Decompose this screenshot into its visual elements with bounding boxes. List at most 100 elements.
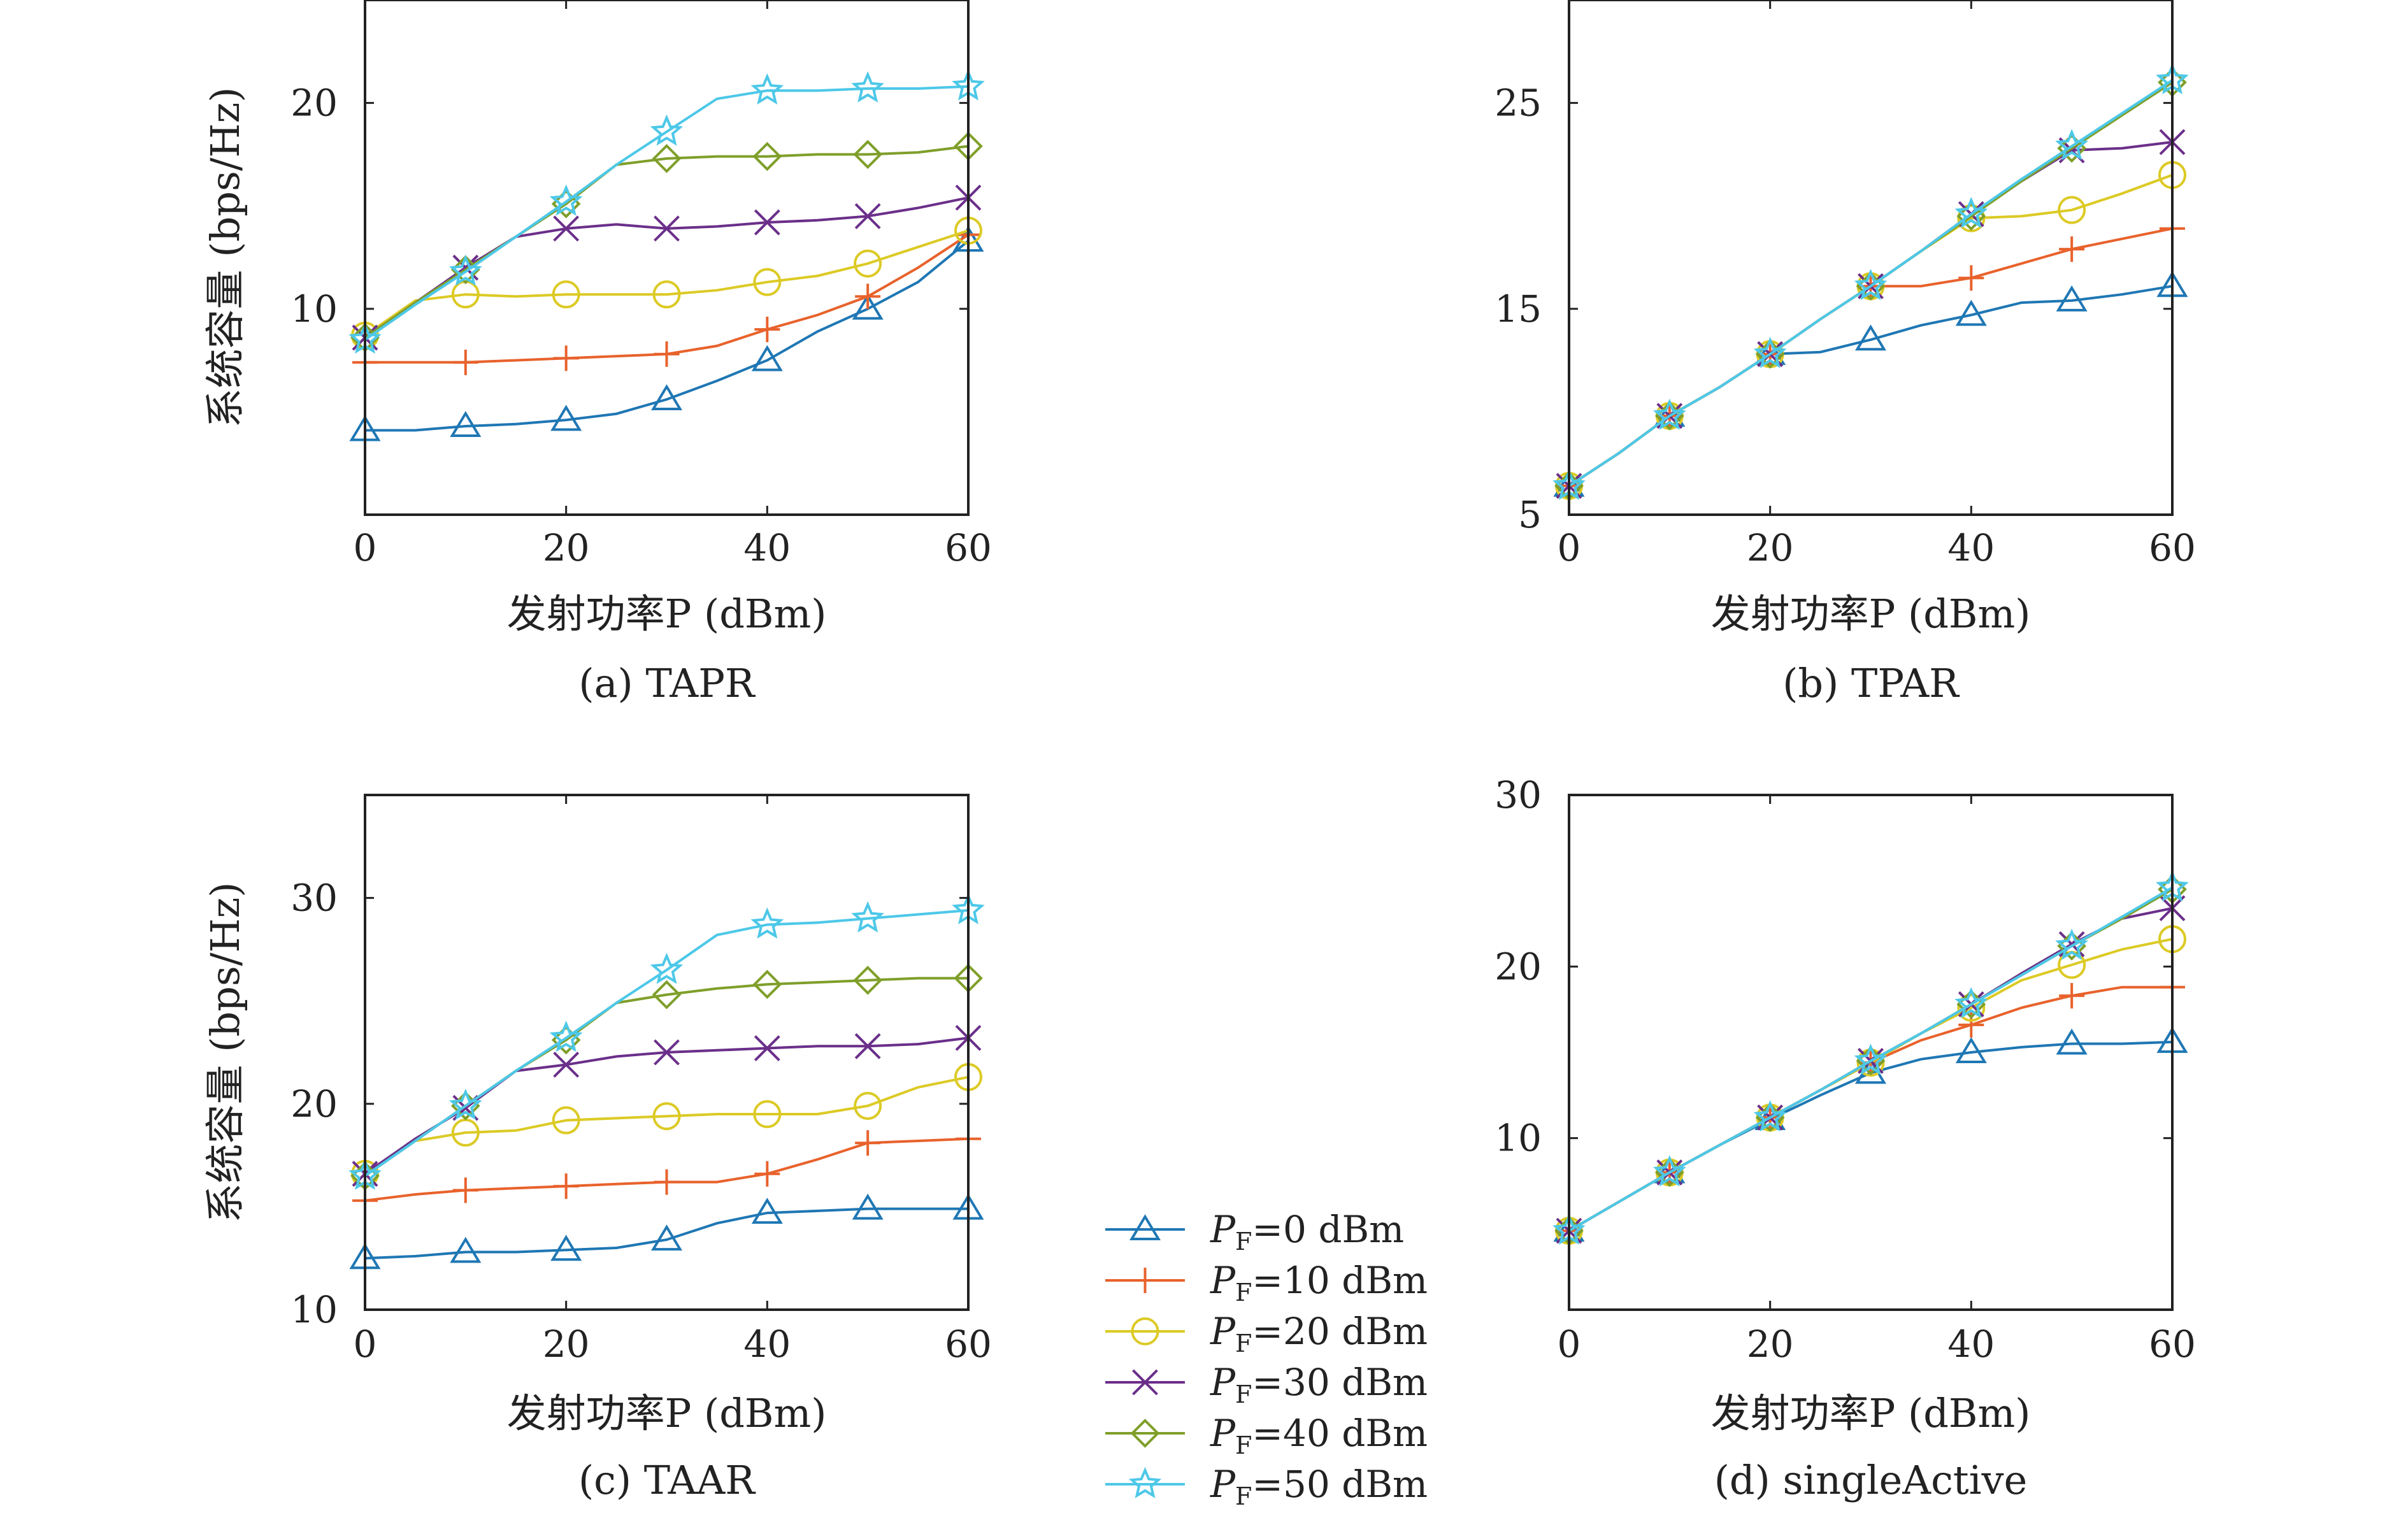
x-tick-label: 40 — [1947, 1322, 1995, 1366]
legend-item: PF=30 dBm — [1105, 1361, 1428, 1408]
x-tick-label: 20 — [543, 1322, 590, 1366]
data-point — [550, 1235, 582, 1261]
data-point — [449, 1088, 482, 1120]
data-point — [1956, 201, 1986, 231]
plot-frame — [364, 794, 970, 1311]
legend-label: PF=30 dBm — [1210, 1361, 1428, 1408]
data-point — [452, 1177, 478, 1203]
y-tick-label: 10 — [1494, 1117, 1542, 1160]
legend-marker — [1131, 1317, 1159, 1345]
panel-caption: (c) TAAR — [578, 1457, 756, 1503]
x-tick-label: 60 — [2149, 526, 2196, 569]
data-point — [652, 980, 682, 1010]
y-tick-label: 20 — [1494, 945, 1542, 988]
data-point — [553, 215, 580, 242]
data-point — [654, 1169, 680, 1195]
series-line-5 — [364, 909, 969, 1177]
data-point — [754, 209, 780, 236]
data-point — [1854, 324, 1887, 351]
data-point — [852, 1193, 884, 1220]
data-point — [854, 1033, 881, 1059]
data-point — [854, 249, 882, 278]
x-axis-label: 发射功率P (dBm) — [1711, 1390, 2031, 1436]
data-point — [650, 384, 683, 411]
data-point — [551, 1025, 581, 1055]
legend-item: PF=50 dBm — [1105, 1463, 1428, 1510]
data-point — [750, 73, 784, 105]
series-line-5 — [1568, 886, 2174, 1232]
x-tick-label: 0 — [354, 526, 377, 569]
legend-marker — [1132, 1268, 1158, 1293]
series-line-2 — [364, 1075, 969, 1175]
data-point — [753, 268, 782, 296]
data-point — [1653, 1155, 1686, 1187]
series-line-2 — [1568, 173, 2173, 487]
legend-item: PF=0 dBm — [1105, 1208, 1404, 1256]
data-point — [652, 280, 681, 309]
series-line-0 — [1568, 285, 2173, 487]
data-point — [549, 184, 583, 216]
data-point — [1653, 398, 1686, 430]
x-tick-label: 0 — [354, 1322, 377, 1366]
data-point — [552, 280, 580, 309]
data-point — [752, 970, 782, 999]
y-tick-label: 20 — [290, 1082, 338, 1126]
series-line-4 — [364, 145, 969, 339]
series-line-1 — [1568, 227, 2173, 487]
data-point — [553, 1051, 580, 1078]
legend-label: PF=10 dBm — [1210, 1259, 1428, 1307]
x-tick-label: 60 — [945, 526, 992, 569]
legend-label: PF=40 dBm — [1210, 1412, 1428, 1459]
x-axis-label: 发射功率P (dBm) — [507, 591, 827, 637]
x-tick-label: 40 — [1947, 526, 1995, 569]
data-point — [551, 189, 581, 218]
x-tick-label: 60 — [2149, 1322, 2196, 1366]
plot-frame — [1568, 0, 2174, 516]
y-tick-label: 10 — [290, 1288, 338, 1331]
data-point — [754, 1035, 780, 1061]
data-point — [1954, 196, 1988, 229]
x-tick-label: 0 — [1558, 1322, 1581, 1366]
panel-caption: (b) TPAR — [1782, 660, 1960, 706]
data-point — [751, 1198, 783, 1224]
data-point — [1957, 993, 1986, 1022]
data-point — [855, 1130, 881, 1156]
data-point — [754, 1161, 780, 1187]
data-point — [450, 1236, 482, 1263]
data-point — [2055, 928, 2088, 960]
panel-c: 0 20 40 60 10 20 30 发射功率P (dBm) 系统容量 (bps/Hz) (c)… — [202, 794, 992, 1503]
data-point — [652, 1102, 681, 1131]
x-axis-label: 发射功率P (dBm) — [507, 1390, 827, 1436]
legend-marker — [1129, 1214, 1161, 1240]
x-tick-label: 20 — [1747, 526, 1794, 569]
legend-item: PF=40 dBm — [1105, 1412, 1428, 1459]
data-point — [652, 144, 682, 173]
legend-marker — [1132, 1369, 1158, 1396]
data-point — [1957, 204, 1986, 233]
y-tick-label: 25 — [1494, 82, 1542, 125]
legend-marker — [1128, 1466, 1162, 1498]
data-point — [2056, 1028, 2088, 1055]
data-point — [1954, 987, 1988, 1019]
x-tick-label: 0 — [1558, 526, 1581, 569]
plot-frame — [1568, 794, 2174, 1311]
data-point — [1958, 265, 1984, 291]
x-tick-label: 40 — [743, 1322, 791, 1366]
data-point — [750, 907, 784, 939]
data-point — [852, 293, 884, 320]
data-point — [553, 345, 579, 371]
data-point — [855, 283, 881, 310]
data-point — [2058, 196, 2086, 224]
series-line-5 — [364, 85, 969, 341]
panel-caption: (a) TAPR — [578, 660, 756, 706]
data-point — [752, 141, 782, 171]
legend-item: PF=10 dBm — [1105, 1259, 1428, 1307]
legend-label: PF=20 dBm — [1210, 1310, 1428, 1357]
data-point — [2059, 236, 2085, 262]
data-point — [1753, 1100, 1787, 1132]
data-point — [549, 1020, 583, 1052]
y-tick-label: 15 — [1494, 287, 1542, 331]
data-point — [1854, 1043, 1888, 1075]
data-point — [2056, 285, 2088, 311]
